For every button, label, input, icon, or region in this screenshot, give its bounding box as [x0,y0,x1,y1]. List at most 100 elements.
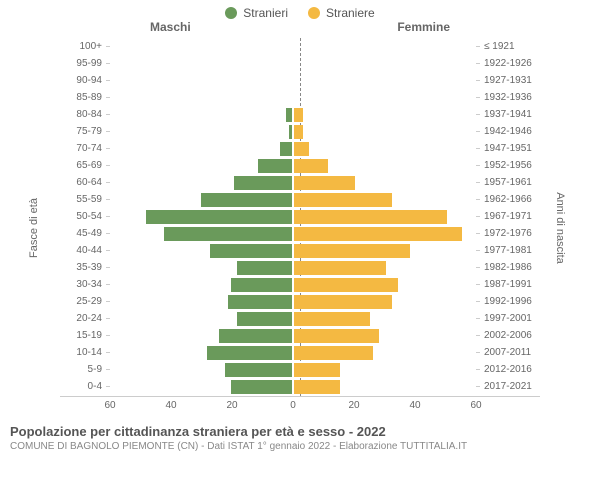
age-label: 100+ [60,41,106,52]
birth-year-label: 1937-1941 [480,109,540,120]
legend-item-male: Stranieri [225,6,288,20]
bar-female [293,193,392,207]
pyramid-row: 5-92012-2016 [60,361,540,378]
bar-female [293,295,392,309]
x-tick-label: 60 [470,400,481,411]
birth-year-label: 2017-2021 [480,381,540,392]
bar-female [293,278,398,292]
bar-female [293,261,386,275]
bar-half-female [293,227,476,241]
pyramid-row: 55-591962-1966 [60,191,540,208]
bar-area [110,142,476,156]
bar-female [293,380,340,394]
age-label: 60-64 [60,177,106,188]
pyramid-row: 75-791942-1946 [60,123,540,140]
pyramid-row: 35-391982-1986 [60,259,540,276]
age-label: 10-14 [60,347,106,358]
age-label: 75-79 [60,126,106,137]
bar-male [219,329,293,343]
birth-year-label: 1972-1976 [480,228,540,239]
bar-female [293,227,462,241]
y-axis-label-right: Anni di nascita [554,192,566,264]
birth-year-label: 1962-1966 [480,194,540,205]
bar-female [293,312,370,326]
age-label: 90-94 [60,75,106,86]
bar-half-female [293,329,476,343]
legend: Stranieri Straniere [0,0,600,20]
bar-area [110,227,476,241]
bar-half-male [110,91,293,105]
bar-half-female [293,210,476,224]
bar-area [110,193,476,207]
pyramid-row: 0-42017-2021 [60,378,540,395]
bar-male [201,193,294,207]
bar-half-male [110,380,293,394]
bar-half-female [293,40,476,54]
bar-area [110,91,476,105]
bar-female [293,363,340,377]
age-label: 5-9 [60,364,106,375]
plot-area: Fasce di età Anni di nascita 100+≤ 19219… [0,38,600,418]
bar-male [286,108,293,122]
bar-male [237,312,293,326]
birth-year-label: 1957-1961 [480,177,540,188]
birth-year-label: 1922-1926 [480,58,540,69]
footer-subtitle: COMUNE DI BAGNOLO PIEMONTE (CN) - Dati I… [10,441,590,452]
bar-half-male [110,329,293,343]
bar-rows: 100+≤ 192195-991922-192690-941927-193185… [60,38,540,396]
birth-year-label: 1932-1936 [480,92,540,103]
birth-year-label: 2007-2011 [480,347,540,358]
bar-male [146,210,293,224]
bar-area [110,210,476,224]
bar-half-female [293,244,476,258]
bar-half-female [293,125,476,139]
bar-area [110,312,476,326]
bar-half-male [110,295,293,309]
bar-half-female [293,363,476,377]
bar-area [110,261,476,275]
bar-half-male [110,244,293,258]
bar-female [293,210,447,224]
pyramid-row: 10-14 2007-2011 [60,344,540,361]
bar-area [110,159,476,173]
age-label: 85-89 [60,92,106,103]
bar-half-female [293,74,476,88]
bar-female [293,91,294,105]
y-axis-label-left: Fasce di età [28,198,40,258]
age-label: 50-54 [60,211,106,222]
bar-half-female [293,108,476,122]
column-header-female: Femmine [397,20,450,34]
bar-area [110,380,476,394]
bar-half-female [293,176,476,190]
birth-year-label: 1982-1986 [480,262,540,273]
pyramid-row: 80-841937-1941 [60,106,540,123]
x-tick-label: 60 [104,400,115,411]
bar-female [293,108,303,122]
age-label: 40-44 [60,245,106,256]
birth-year-label: 1987-1991 [480,279,540,290]
pyramid-row: 95-991922-1926 [60,55,540,72]
pyramid-row: 15-192002-2006 [60,327,540,344]
x-tick-label: 40 [165,400,176,411]
bar-male [258,159,293,173]
bar-half-female [293,312,476,326]
bar-male [225,363,293,377]
bar-area [110,295,476,309]
bar-area [110,74,476,88]
bar-area [110,346,476,360]
bar-female [293,40,294,54]
bar-male [280,142,293,156]
x-tick-label: 0 [290,400,296,411]
legend-item-female: Straniere [308,6,375,20]
chart-footer: Popolazione per cittadinanza straniera p… [0,418,600,452]
bar-female [293,159,328,173]
bar-female [293,142,309,156]
bar-area [110,40,476,54]
bar-area [110,244,476,258]
bar-half-male [110,176,293,190]
legend-swatch-male [225,7,237,19]
pyramid-row: 20-241997-2001 [60,310,540,327]
birth-year-label: 1992-1996 [480,296,540,307]
birth-year-label: 1947-1951 [480,143,540,154]
bar-half-female [293,193,476,207]
